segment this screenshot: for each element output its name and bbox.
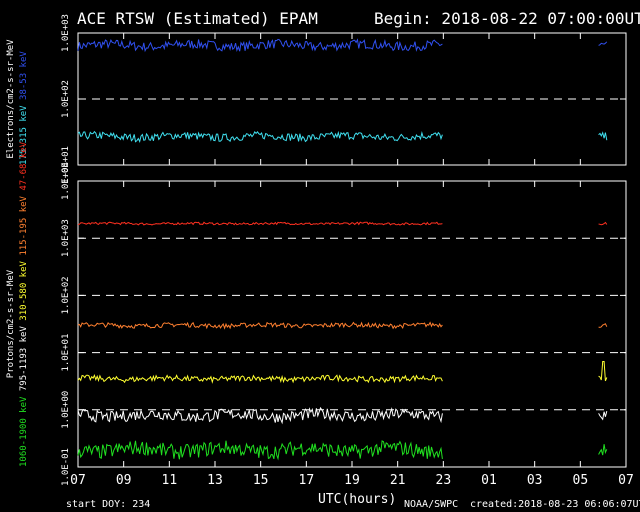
electrons-y-tick-label: 1.0E+03 [61, 14, 71, 52]
electrons-y-tick-label: 1.0E+01 [61, 146, 71, 184]
series-line [598, 221, 608, 226]
x-tick-label: 21 [390, 473, 406, 488]
protons-y-tick-label: 1.0E+00 [61, 391, 71, 429]
series-label: 115-195 keV [19, 191, 29, 256]
begin-time: Begin: 2018-08-22 07:00:00UTC [374, 9, 640, 28]
x-tick-label: 03 [527, 473, 543, 488]
chart-title: ACE RTSW (Estimated) EPAM [77, 9, 318, 28]
electrons-y-axis-label: Electrons/cm2-s-sr-MeV [6, 39, 16, 159]
series-line [598, 361, 608, 382]
x-tick-label: 11 [162, 473, 178, 488]
series-label: 795-1193 keV [19, 321, 29, 391]
x-tick-label: 15 [253, 473, 269, 488]
x-tick-label: 09 [116, 473, 132, 488]
x-tick-label: 07 [618, 473, 634, 488]
series-label: 175-315 keV [19, 100, 29, 165]
start-doy: start DOY: 234 [66, 499, 150, 510]
credit-label: NOAA/SWPC [404, 499, 458, 510]
created-timestamp: created:2018-08-23 06:06:07UTC [470, 499, 640, 510]
protons-y-tick-label: 1.0E+02 [61, 276, 71, 314]
protons-y-tick-label: 1.0E+03 [61, 219, 71, 257]
series-line [77, 38, 443, 53]
x-axis-label: UTC(hours) [318, 492, 396, 507]
protons-y-tick-label: 1.0E+04 [61, 162, 71, 200]
series-line [77, 321, 443, 330]
x-tick-label: 07 [70, 473, 86, 488]
series-line [598, 444, 608, 456]
series-label: 47-68 keV [19, 141, 29, 190]
x-tick-label: 23 [436, 473, 452, 488]
series-line [77, 406, 443, 425]
protons-y-tick-label: 1.0E-01 [61, 448, 71, 486]
series-line [598, 131, 608, 141]
x-tick-label: 19 [344, 473, 360, 488]
electrons-panel: 1.0E+01 1.0E+02 1.0E+03 Electrons/cm2-s-sr-… [6, 14, 627, 184]
protons-series-labels: 1060-1900 keV 795-1193 keV 310-580 keV 1… [19, 141, 29, 467]
x-tick-label: 17 [299, 473, 315, 488]
plot-panels: 1.0E+01 1.0E+02 1.0E+03 Electrons/cm2-s-sr-… [6, 14, 634, 488]
electrons-y-tick-label: 1.0E+02 [61, 80, 71, 118]
x-tick-label: 05 [573, 473, 589, 488]
series-label: 310-580 keV [19, 256, 29, 321]
protons-y-axis-label: Protons/cm2-s-sr-MeV [6, 269, 16, 378]
series-line [77, 130, 443, 144]
x-tick-label: 13 [207, 473, 223, 488]
series-line [77, 440, 443, 461]
series-line [598, 41, 608, 46]
series-line [77, 374, 443, 384]
electrons-series-labels: 175-315 keV 38-53 keV [19, 51, 29, 165]
series-line [77, 221, 443, 226]
x-tick-label: 01 [481, 473, 497, 488]
series-line [598, 323, 608, 328]
series-label: 1060-1900 keV [19, 391, 29, 467]
protons-y-tick-label: 1.0E+01 [61, 334, 71, 372]
series-label: 38-53 keV [19, 51, 29, 100]
protons-panel: 1.0E-01 1.0E+00 1.0E+01 1.0E+02 1.0E+03 1.0E+… [6, 141, 634, 488]
series-line [598, 410, 608, 421]
